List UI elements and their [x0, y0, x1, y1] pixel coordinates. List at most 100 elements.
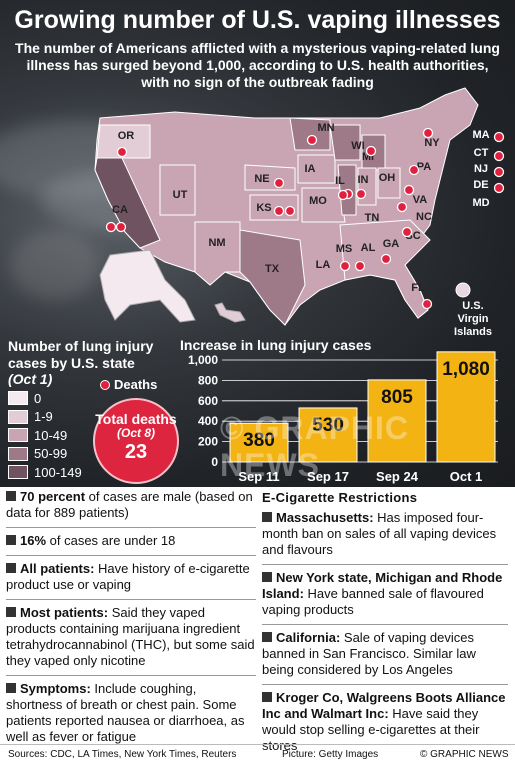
state-label-OR: OR	[118, 130, 135, 142]
item-heading: Massachusetts:	[276, 510, 374, 525]
y-tick-label: 800	[198, 373, 218, 387]
divider	[6, 555, 256, 556]
state-label-PA: PA	[417, 161, 432, 173]
death-dot	[365, 145, 377, 157]
legend-swatch	[8, 409, 28, 424]
legend-label: 0	[34, 390, 42, 406]
divider	[6, 599, 256, 600]
chart-title: Increase in lung injury cases	[180, 337, 372, 353]
bar-value-label: 805	[381, 387, 413, 408]
death-dot	[339, 260, 351, 272]
list-item: 16% of cases are under 18	[6, 533, 256, 549]
restrictions-title: E-Cigarette Restrictions	[262, 490, 418, 505]
legend-date: (Oct 1)	[8, 371, 53, 387]
state-MN	[289, 117, 331, 151]
us-map	[94, 87, 479, 326]
state-OR	[96, 124, 151, 159]
state-OH	[377, 167, 401, 199]
state-label-MA: MA	[472, 129, 489, 141]
y-tick-label: 400	[198, 414, 218, 428]
state-IA	[297, 154, 336, 184]
state-label-TN: TN	[365, 212, 380, 224]
death-dot	[421, 298, 433, 310]
state-label-UT: UT	[173, 189, 188, 201]
death-dot	[273, 205, 285, 217]
virgin-islands-marker	[455, 282, 471, 298]
bar	[298, 407, 358, 463]
state-CA	[94, 157, 161, 249]
deaths-legend-label: Deaths	[114, 377, 158, 392]
death-dot	[116, 146, 128, 158]
state-WI	[329, 124, 361, 161]
state-label-MN: MN	[317, 122, 334, 134]
y-tick-label: 1,000	[188, 353, 218, 367]
total-deaths-label: Total deaths	[95, 411, 177, 427]
state-label-FL: FL	[411, 282, 425, 294]
death-dot	[337, 189, 349, 201]
list-item: Massachusetts: Has imposed four-month ba…	[262, 510, 508, 558]
state-label-NM: NM	[208, 237, 225, 249]
death-dot	[493, 166, 505, 178]
state-label-NE: NE	[254, 173, 269, 185]
state-label-NC: NC	[416, 211, 432, 223]
state-label-NY: NY	[424, 137, 440, 149]
y-tick-label: 0	[211, 455, 218, 469]
death-dot	[408, 164, 420, 176]
death-dot	[380, 253, 392, 265]
legend-swatch	[8, 428, 28, 442]
item-text: Sale of vaping devices banned in San Fra…	[262, 630, 476, 677]
bar-value-label: 380	[243, 430, 275, 451]
bullet-square-icon	[6, 563, 16, 573]
legend-label: 10-49	[34, 427, 68, 443]
total-deaths-date: (Oct 8)	[116, 426, 155, 440]
state-label-GA: GA	[383, 238, 400, 250]
list-item: Symptoms: Include coughing, shortness of…	[6, 681, 256, 745]
divider	[262, 684, 508, 685]
bar	[436, 351, 496, 463]
list-item: 70 percent of cases are male (based on d…	[6, 489, 256, 521]
death-dot-icon	[100, 379, 110, 390]
state-UT	[159, 164, 196, 216]
state-label-KS: KS	[256, 202, 271, 214]
list-item: Kroger Co, Walgreens Boots Alliance Inc …	[262, 690, 508, 754]
state-label-DE: DE	[473, 179, 488, 191]
state-label-IN: IN	[358, 174, 369, 186]
death-dot	[403, 184, 415, 196]
state-label-OH: OH	[379, 172, 396, 184]
state-label-AL: AL	[361, 242, 376, 254]
state-label-LA: LA	[316, 259, 331, 271]
x-category-label: Sep 17	[307, 469, 349, 484]
death-dot	[396, 201, 408, 213]
total-deaths-badge: Total deaths (Oct 8) 23	[93, 398, 179, 484]
item-text: Have said they would stop selling e-ciga…	[262, 706, 480, 753]
death-dot	[401, 226, 413, 238]
state-HI	[214, 302, 246, 323]
divider	[6, 675, 256, 676]
legend-swatch	[8, 446, 28, 461]
list-item: Most patients: Said they vaped products …	[6, 605, 256, 669]
deaths-legend: Deaths	[100, 377, 157, 392]
item-heading: Most patients:	[20, 605, 109, 620]
page-subtitle: The number of Americans afflicted with a…	[15, 40, 500, 90]
death-dot	[355, 188, 367, 200]
item-heading: 70 percent	[20, 489, 86, 504]
state-label-MO: MO	[309, 195, 327, 207]
death-dot	[115, 221, 127, 233]
death-dot	[273, 177, 285, 189]
item-heading: Kroger Co, Walgreens Boots Alliance Inc …	[262, 690, 506, 721]
bullet-square-icon	[6, 491, 16, 501]
x-category-label: Sep 11	[238, 469, 279, 484]
bullet-square-icon	[6, 607, 16, 617]
state-label-MS: MS	[336, 243, 353, 255]
state-AK	[99, 249, 196, 323]
state-label-IL: IL	[335, 175, 345, 187]
bar-chart: 0 200 400 600 800 1,000 380 Sep 11 530 Sep 17 805 S…	[188, 351, 496, 484]
item-text: of cases are male (based on data for 889…	[6, 489, 253, 520]
state-label-CT: CT	[474, 147, 489, 159]
item-text: Has imposed four-month ban on sales of a…	[262, 510, 497, 557]
state-label-NJ: NJ	[474, 163, 488, 175]
death-dot	[493, 182, 505, 194]
bullet-square-icon	[262, 512, 272, 522]
item-text: Said they vaped products containing mari…	[6, 605, 255, 668]
